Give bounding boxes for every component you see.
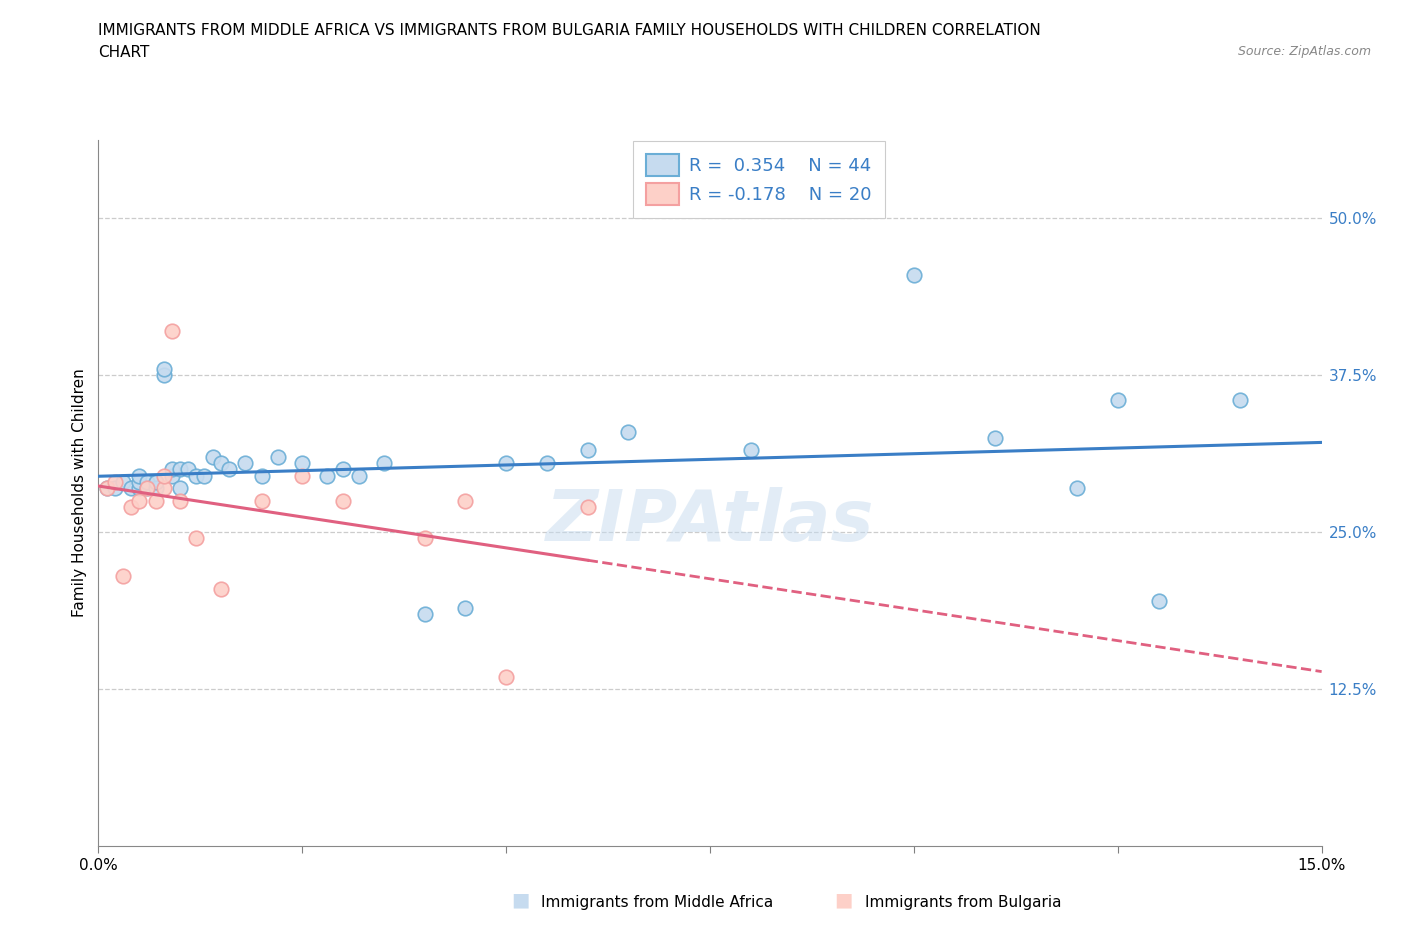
Point — [315, 468, 337, 483]
Point — [984, 431, 1007, 445]
Text: ZIPAtlas: ZIPAtlas — [546, 486, 875, 555]
Text: Immigrants from Middle Africa: Immigrants from Middle Africa — [541, 895, 773, 910]
Point — [536, 456, 558, 471]
Point — [291, 456, 314, 471]
Point — [903, 267, 925, 282]
Point — [136, 481, 159, 496]
Point — [104, 474, 127, 489]
Point — [332, 493, 354, 508]
Point — [454, 493, 477, 508]
Point — [1229, 392, 1251, 407]
Point — [145, 474, 167, 489]
Point — [160, 462, 183, 477]
Point — [128, 474, 150, 489]
Point — [160, 324, 183, 339]
Point — [250, 468, 273, 483]
Point — [111, 569, 134, 584]
Point — [291, 468, 314, 483]
Point — [169, 462, 191, 477]
Text: CHART: CHART — [98, 45, 150, 60]
Text: ■: ■ — [510, 891, 530, 910]
Point — [152, 367, 174, 382]
Point — [152, 468, 174, 483]
Point — [1066, 481, 1088, 496]
Point — [96, 481, 118, 496]
Point — [128, 493, 150, 508]
Text: IMMIGRANTS FROM MIDDLE AFRICA VS IMMIGRANTS FROM BULGARIA FAMILY HOUSEHOLDS WITH: IMMIGRANTS FROM MIDDLE AFRICA VS IMMIGRA… — [98, 23, 1042, 38]
Point — [136, 474, 159, 489]
Point — [145, 481, 167, 496]
Point — [160, 468, 183, 483]
Point — [193, 468, 215, 483]
Point — [152, 362, 174, 377]
Point — [111, 474, 134, 489]
Point — [740, 443, 762, 458]
Point — [169, 493, 191, 508]
Point — [250, 493, 273, 508]
Point — [373, 456, 395, 471]
Point — [136, 481, 159, 496]
Point — [617, 424, 640, 439]
Point — [454, 600, 477, 615]
Legend: R =  0.354    N = 44, R = -0.178    N = 20: R = 0.354 N = 44, R = -0.178 N = 20 — [634, 141, 884, 218]
Point — [104, 481, 127, 496]
Point — [495, 670, 517, 684]
Point — [495, 456, 517, 471]
Point — [201, 449, 224, 464]
Point — [128, 468, 150, 483]
Point — [186, 468, 208, 483]
Point — [332, 462, 354, 477]
Point — [120, 481, 142, 496]
Point — [413, 606, 436, 621]
Y-axis label: Family Households with Children: Family Households with Children — [72, 368, 87, 618]
Point — [1147, 594, 1170, 609]
Point — [209, 456, 232, 471]
Point — [96, 481, 118, 496]
Point — [152, 481, 174, 496]
Text: Source: ZipAtlas.com: Source: ZipAtlas.com — [1237, 45, 1371, 58]
Point — [1107, 392, 1129, 407]
Point — [186, 531, 208, 546]
Text: Immigrants from Bulgaria: Immigrants from Bulgaria — [865, 895, 1062, 910]
Point — [128, 481, 150, 496]
Point — [233, 456, 256, 471]
Text: ■: ■ — [834, 891, 853, 910]
Point — [218, 462, 240, 477]
Point — [120, 499, 142, 514]
Point — [169, 481, 191, 496]
Point — [267, 449, 290, 464]
Point — [177, 462, 200, 477]
Point — [413, 531, 436, 546]
Point — [576, 443, 599, 458]
Point — [576, 499, 599, 514]
Point — [145, 493, 167, 508]
Point — [349, 468, 371, 483]
Point — [209, 581, 232, 596]
